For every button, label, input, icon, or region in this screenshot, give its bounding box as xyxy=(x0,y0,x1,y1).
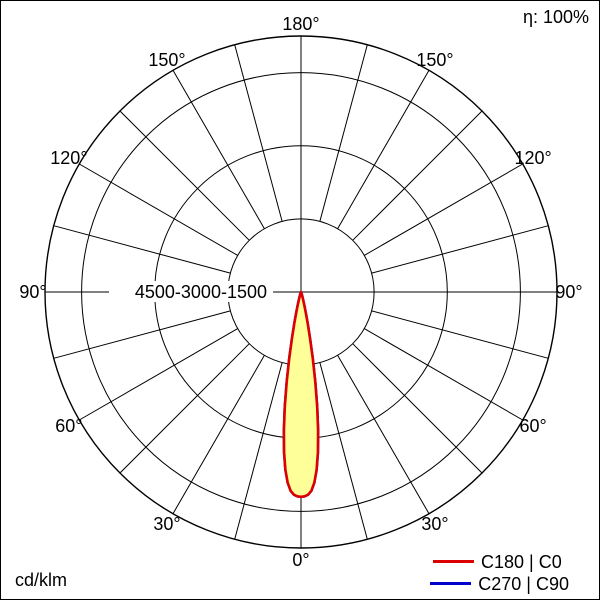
unit-label: cd/klm xyxy=(15,570,68,590)
beam-curve-c180-c0 xyxy=(282,290,320,499)
svg-text:4500-3000-1500: 4500-3000-1500 xyxy=(135,282,267,302)
svg-text:150°: 150° xyxy=(416,50,453,70)
svg-text:90°: 90° xyxy=(555,282,582,302)
svg-text:60°: 60° xyxy=(55,416,82,436)
svg-text:120°: 120° xyxy=(514,148,551,168)
legend-line-c180-c0-icon xyxy=(433,560,474,563)
svg-text:90°: 90° xyxy=(19,282,46,302)
legend-label-c270-c90: C270 | C90 xyxy=(478,573,569,594)
polar-grid xyxy=(44,35,558,549)
svg-text:30°: 30° xyxy=(421,514,448,534)
angle-labels: 0° 30° 30° 60° 60° 90° 90° 120° 120° 150° 150° 180° xyxy=(19,14,582,570)
svg-text:120°: 120° xyxy=(50,148,87,168)
efficiency-label: η: 100% xyxy=(522,7,589,27)
svg-text:0°: 0° xyxy=(292,550,309,570)
legend: C180 | C0 C270 | C90 xyxy=(430,551,569,594)
svg-text:60°: 60° xyxy=(519,416,546,436)
svg-text:150°: 150° xyxy=(148,50,185,70)
legend-item-c180-c0: C180 | C0 xyxy=(430,551,569,572)
legend-item-c270-c90: C270 | C90 xyxy=(430,573,569,594)
legend-label-c180-c0: C180 | C0 xyxy=(481,551,562,572)
svg-text:30°: 30° xyxy=(153,514,180,534)
svg-text:180°: 180° xyxy=(282,14,319,34)
legend-line-c270-c90-icon xyxy=(430,582,472,585)
radial-axis-label: 4500-3000-1500 xyxy=(109,281,273,302)
